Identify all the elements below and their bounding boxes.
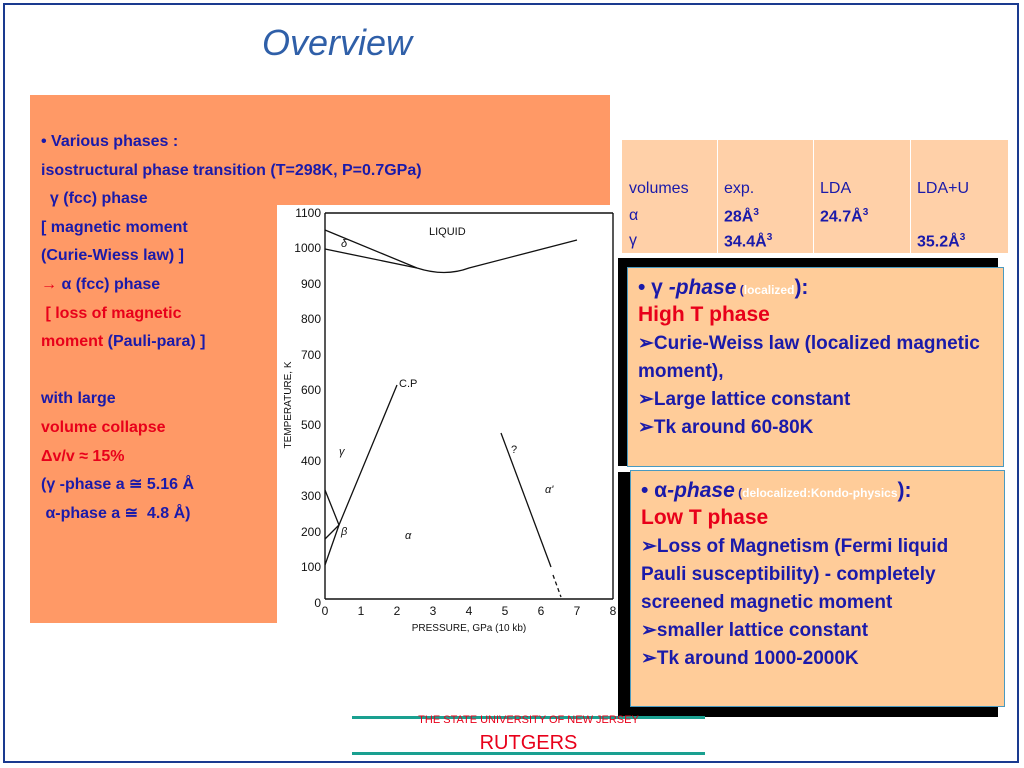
line-alpha-lattice: α-phase a ≅ 4.8 Å) <box>41 504 191 522</box>
arrow-icon: → <box>41 275 57 293</box>
gamma-lda-u-value: 35.2Å3 <box>917 232 966 251</box>
svg-text:?: ? <box>511 444 517 456</box>
header-volumes: volumes <box>629 180 689 197</box>
svg-text:LIQUID: LIQUID <box>429 226 466 238</box>
phase-description-text: • Various phases : isostructural phase t… <box>41 128 422 528</box>
slide-title: Overview <box>262 22 413 63</box>
svg-text:δ: δ <box>341 238 348 250</box>
gamma-card-heading: • γ -phase (localized): <box>638 276 809 299</box>
line-isostructural: isostructural phase transition (T=298K, … <box>41 161 422 179</box>
svg-text:α': α' <box>545 484 554 496</box>
rutgers-logo-text: RUTGERS <box>479 732 578 754</box>
line-with-large: with large <box>41 390 116 408</box>
footer-bottom-bar <box>352 752 705 755</box>
alpha-card-item: ➢smaller lattice constant <box>641 620 869 641</box>
line-gamma-lattice: (γ -phase a ≅ 5.16 Å <box>41 476 195 494</box>
line-magnetic-moment: [ magnetic moment <box>41 218 188 236</box>
svg-text:600: 600 <box>301 383 321 397</box>
gamma-card-item: ➢Large lattice constant <box>638 389 851 410</box>
svg-text:900: 900 <box>301 277 321 291</box>
svg-text:C.P: C.P <box>399 378 417 390</box>
table-divider <box>910 140 911 253</box>
moment-word: moment <box>41 333 104 351</box>
table-divider <box>717 140 718 253</box>
pauli-para-label: (Pauli-para) ] <box>103 333 206 351</box>
row-gamma-label: γ <box>629 232 637 249</box>
alpha-card-subtitle: Low T phase <box>641 506 769 529</box>
svg-text:200: 200 <box>301 525 321 539</box>
row-alpha-label: α <box>629 207 639 224</box>
diagram-axes <box>324 212 614 600</box>
svg-text:400: 400 <box>301 454 321 468</box>
svg-text:800: 800 <box>301 312 321 326</box>
table-divider <box>813 140 814 253</box>
svg-text:1: 1 <box>358 604 365 618</box>
svg-text:0: 0 <box>322 604 329 618</box>
svg-text:α: α <box>405 530 412 542</box>
svg-text:300: 300 <box>301 489 321 503</box>
line-delta-v: Δv/v ≈ 15% <box>41 447 125 465</box>
university-footer: THE STATE UNIVERSITY OF NEW JERSEY RUTGE… <box>352 712 705 757</box>
phase-region-labels: LIQUID δ γ β α α' C.P ? <box>339 226 554 542</box>
svg-text:0: 0 <box>314 596 321 610</box>
header-lda: LDA <box>820 180 852 197</box>
line-alpha-phase: → α (fcc) phase <box>41 271 281 300</box>
svg-text:2: 2 <box>394 604 401 618</box>
volumes-table: volumes exp. LDA LDA+U α 28Å3 24.7Å3 γ 3… <box>622 140 1008 253</box>
line-volume-collapse: volume collapse <box>41 418 166 436</box>
svg-text:3: 3 <box>430 604 437 618</box>
svg-text:β: β <box>340 526 348 538</box>
alpha-exp-value: 28Å3 <box>724 207 759 226</box>
gamma-card-item: ➢Tk around 60-80K <box>638 417 814 438</box>
svg-text:1100: 1100 <box>295 206 321 220</box>
svg-text:8: 8 <box>610 604 617 618</box>
slide-frame <box>3 3 1019 763</box>
svg-text:7: 7 <box>574 604 581 618</box>
alpha-lda-value: 24.7Å3 <box>820 207 869 226</box>
line-gamma-phase: γ (fcc) phase <box>41 190 148 208</box>
svg-text:5: 5 <box>502 604 509 618</box>
x-axis-label: PRESSURE, GPa (10 kb) <box>412 623 526 634</box>
gamma-phase-card: • γ -phase (localized): High T phase ➢Cu… <box>627 267 1004 467</box>
y-tick-labels: 1100 1000 900 800 700 600 500 400 300 20… <box>294 206 321 610</box>
header-exp: exp. <box>724 180 755 197</box>
university-name: THE STATE UNIVERSITY OF NEW JERSEY <box>418 714 639 726</box>
line-moment-pauli: moment (Pauli-para) ] <box>41 328 281 357</box>
alpha-card-item: ➢Loss of Magnetism (Fermi liquid Pauli s… <box>641 536 949 613</box>
gamma-card-subtitle: High T phase <box>638 303 770 326</box>
svg-text:4: 4 <box>466 604 473 618</box>
svg-text:6: 6 <box>538 604 545 618</box>
alpha-card-item: ➢Tk around 1000-2000K <box>641 648 859 669</box>
header-lda-u: LDA+U <box>917 180 970 197</box>
gamma-exp-value: 34.4Å3 <box>724 232 773 251</box>
phase-boundaries <box>324 229 578 598</box>
svg-text:γ: γ <box>339 446 346 458</box>
svg-text:700: 700 <box>301 348 321 362</box>
svg-text:100: 100 <box>301 560 321 574</box>
alpha-phase-card: • α-phase (delocalized:Kondo-physics): L… <box>630 470 1005 707</box>
gamma-card-item: ➢Curie-Weiss law (localized magnetic mom… <box>638 333 980 382</box>
alpha-phase-label: α (fcc) phase <box>57 275 161 293</box>
alpha-card-heading: • α-phase (delocalized:Kondo-physics): <box>641 479 912 502</box>
line-curie-wiess: (Curie-Wiess law) ] <box>41 247 184 265</box>
line-loss-magnetic: [ loss of magnetic <box>41 304 182 322</box>
line-various-phases: • Various phases : <box>41 133 179 150</box>
x-tick-labels: 0 1 2 3 4 5 6 7 8 <box>322 604 617 618</box>
y-axis-label: TEMPERATURE, K <box>283 361 294 448</box>
footer-top-bar <box>352 716 705 719</box>
svg-text:1000: 1000 <box>294 241 321 255</box>
svg-text:500: 500 <box>301 418 321 432</box>
phase-diagram: 1100 1000 900 800 700 600 500 400 300 20… <box>277 205 617 635</box>
